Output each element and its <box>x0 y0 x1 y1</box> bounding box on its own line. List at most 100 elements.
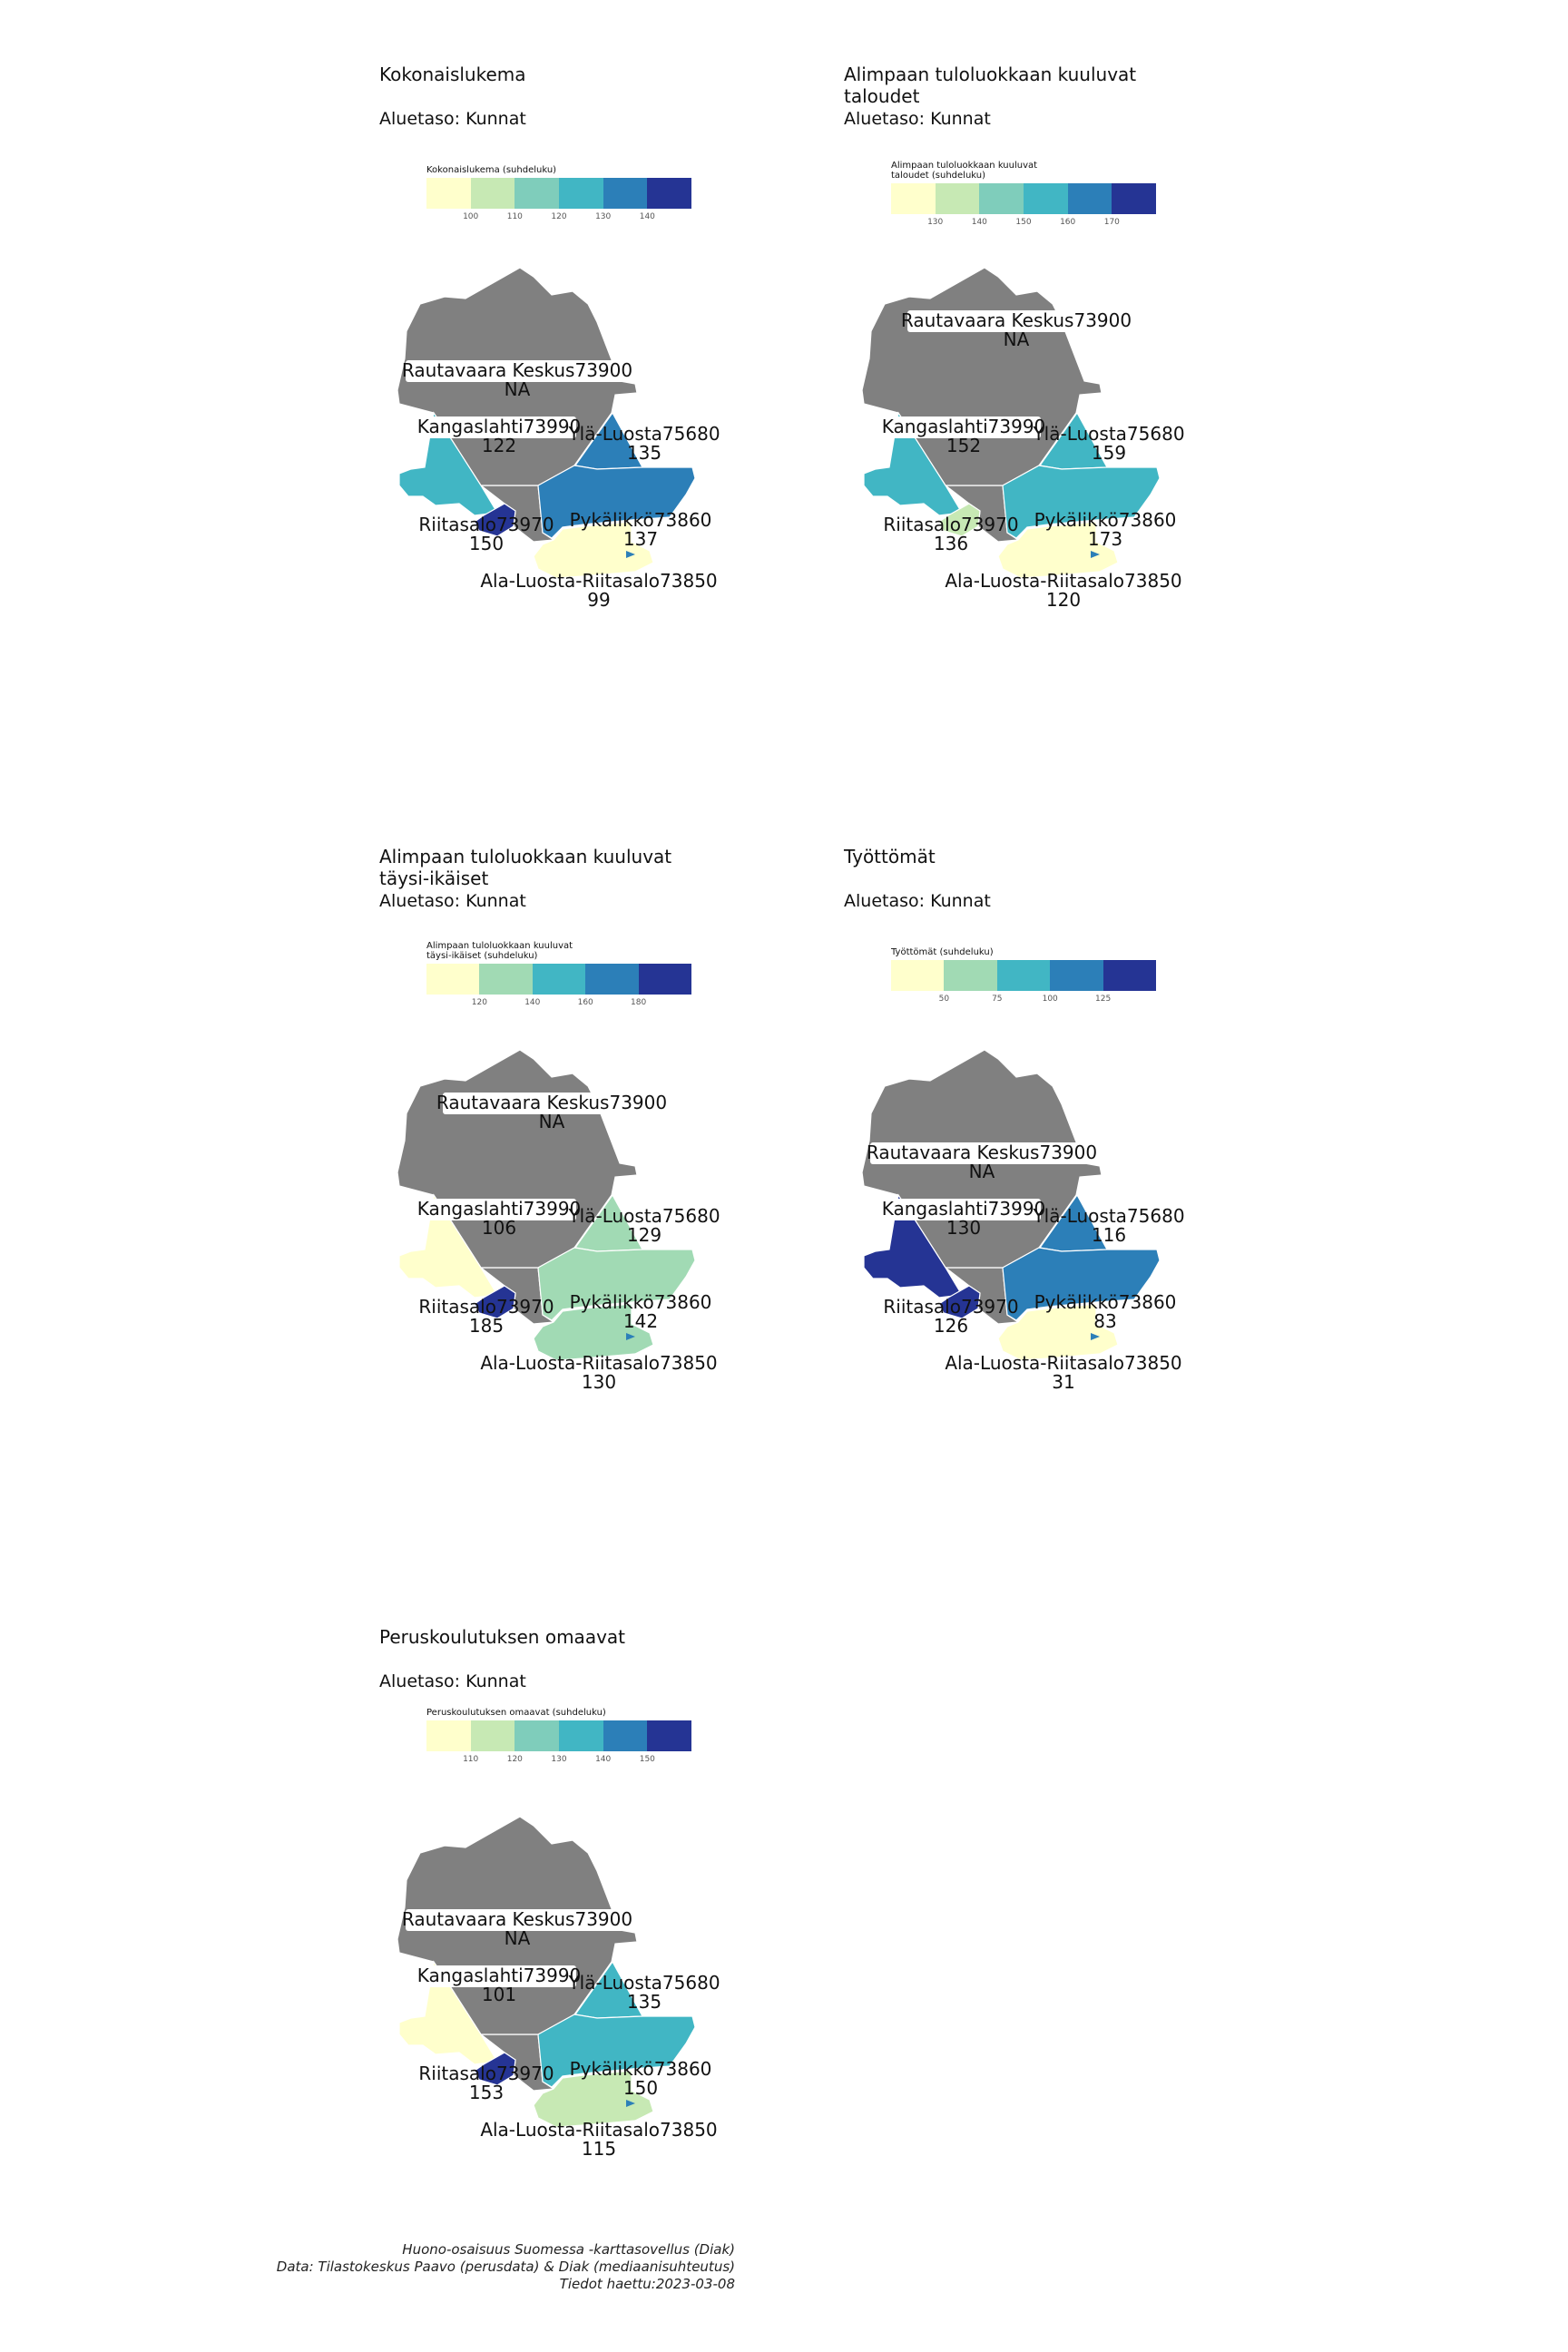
legend-color-bar <box>426 1720 692 1751</box>
region-name-label: Kangaslahti73990 <box>882 416 1046 437</box>
legend-tick-label: 150 <box>1015 218 1032 227</box>
region-riitasalo[interactable] <box>938 503 981 537</box>
region-kangaslahti[interactable] <box>398 1193 498 1298</box>
legend-ticks: 110 120 130 140 150 <box>426 1751 691 1764</box>
legend-swatch <box>1112 183 1157 214</box>
region-kangaslahti[interactable] <box>398 1960 498 2065</box>
map-panel-2: Alimpaan tuloluokkaan kuuluvat taloudet A… <box>844 64 1316 753</box>
legend-tick-label: 125 <box>1095 995 1112 1004</box>
label-background <box>443 1093 661 1114</box>
region-pykalikko[interactable] <box>537 1247 696 1321</box>
legend-swatch <box>891 960 945 991</box>
legend-tick-label: 75 <box>992 995 1003 1004</box>
region-name-label: Ylä-Luosta75680 <box>567 1205 720 1227</box>
legend-swatch <box>647 178 692 209</box>
region-name-label: Kangaslahti73990 <box>417 416 582 437</box>
region-value-label: 115 <box>582 2138 616 2160</box>
legend-tick-label: 140 <box>971 218 987 227</box>
region-pykalikko[interactable] <box>1002 465 1161 539</box>
legend-swatch <box>514 1720 560 1751</box>
region-value-label: 130 <box>946 1217 981 1239</box>
legend-swatch <box>603 178 648 209</box>
color-legend: Kokonaislukema (suhdeluku) 100 110 120 130 14… <box>426 165 692 221</box>
region-kangaslahti[interactable] <box>398 411 498 516</box>
region-kangaslahti[interactable] <box>863 1193 963 1298</box>
legend-swatch <box>647 1720 692 1751</box>
region-ala-luosta[interactable] <box>997 1303 1119 1361</box>
legend-ticks: 120 140 160 180 <box>426 995 691 1007</box>
label-background <box>406 360 629 382</box>
region-riitasalo[interactable] <box>474 503 516 537</box>
region-name-label: Riitasalo73970 <box>418 514 554 535</box>
panel-title: Alimpaan tuloluokkaan kuuluvat taloudet <box>844 64 1137 107</box>
region-ala-luosta[interactable] <box>533 521 654 579</box>
legend-title: Kokonaislukema (suhdeluku) <box>426 165 557 175</box>
legend-ticks: 130 140 150 160 170 <box>891 214 1156 227</box>
legend-swatch <box>559 178 603 209</box>
region-name-label: Riitasalo73970 <box>883 1296 1018 1318</box>
legend-swatch <box>479 964 533 995</box>
panel-subtitle: Aluetaso: Kunnat <box>844 109 991 129</box>
legend-tick-label: 140 <box>524 998 541 1007</box>
map-panel-5: Peruskoulutuksen omaavat Aluetaso: Kunnat… <box>379 1626 851 2316</box>
arrow-marker-icon <box>626 1333 635 1340</box>
region-value-label: 120 <box>1046 589 1081 611</box>
legend-tick-label: 180 <box>631 998 647 1007</box>
legend-swatch <box>559 1720 603 1751</box>
region-value-label: 150 <box>623 2077 658 2099</box>
region-kangaslahti[interactable] <box>863 411 963 516</box>
region-riitasalo[interactable] <box>474 1285 516 1319</box>
region-value-label: 152 <box>946 435 981 456</box>
legend-tick-label: 120 <box>506 1755 523 1764</box>
legend-tick-label: 100 <box>463 212 479 221</box>
region-pykalikko[interactable] <box>537 465 696 539</box>
panel-title: Työttömät <box>844 846 936 867</box>
legend-title: Työttömät (suhdeluku) <box>891 947 994 957</box>
region-riitasalo[interactable] <box>938 1285 981 1319</box>
arrow-marker-icon <box>626 551 635 558</box>
region-value-label: 185 <box>469 1315 504 1337</box>
region-ala-luosta[interactable] <box>533 1303 654 1361</box>
legend-swatch <box>426 964 480 995</box>
legend-swatch <box>603 1720 648 1751</box>
legend-swatch <box>585 964 639 995</box>
legend-swatch <box>979 183 1024 214</box>
region-pykalikko[interactable] <box>1002 1247 1161 1321</box>
color-legend: Työttömät (suhdeluku) 50 75 100 125 <box>891 947 1157 1004</box>
region-riitasalo[interactable] <box>474 2052 516 2086</box>
region-name-label: Pykälikkö73860 <box>1034 509 1177 531</box>
region-ala-luosta[interactable] <box>997 521 1119 579</box>
region-name-label: Kangaslahti73990 <box>882 1198 1046 1220</box>
region-ala-luosta[interactable] <box>533 2070 654 2128</box>
legend-swatch <box>638 964 692 995</box>
legend-title: Alimpaan tuloluokkaan kuuluvat taloudet … <box>891 161 1038 181</box>
legend-swatch <box>532 964 586 995</box>
label-background <box>422 1199 576 1220</box>
region-value-label: NA <box>505 378 531 400</box>
region-pykalikko[interactable] <box>537 2014 696 2088</box>
region-name-label: Ylä-Luosta75680 <box>1032 1205 1184 1227</box>
panel-subtitle: Aluetaso: Kunnat <box>379 891 526 911</box>
legend-swatch <box>944 960 997 991</box>
region-name-label: Kangaslahti73990 <box>417 1965 582 1986</box>
region-value-label: 31 <box>1052 1371 1074 1393</box>
legend-tick-label: 120 <box>551 212 567 221</box>
caption-line-3: Tiedot haettu:2023-03-08 <box>559 2276 735 2292</box>
region-name-label: Ala-Luosta-Riitasalo73850 <box>480 570 717 592</box>
region-name-label: Ylä-Luosta75680 <box>567 1972 720 1994</box>
